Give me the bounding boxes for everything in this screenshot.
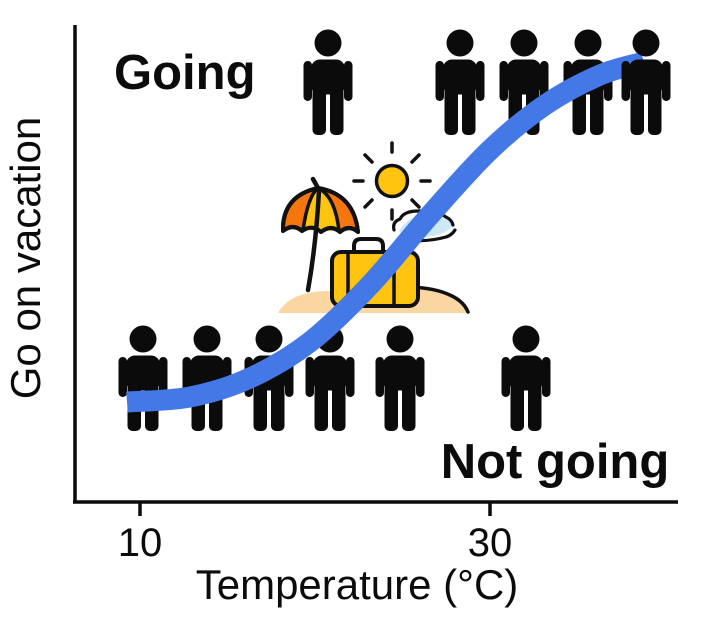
- person-icon: [435, 29, 485, 135]
- sun-icon: [352, 141, 432, 221]
- going-person-last: [621, 29, 671, 135]
- person-icon: [375, 325, 425, 431]
- person-icon: [621, 29, 671, 135]
- y-axis-label: Go on vacation: [2, 117, 49, 400]
- person-icon: [303, 29, 353, 135]
- person-icon: [118, 325, 168, 431]
- person-icon: [501, 325, 551, 431]
- x-tick-label-10: 10: [118, 521, 163, 565]
- x-axis-label: Temperature (°C): [196, 561, 519, 608]
- not-going-label: Not going: [441, 435, 670, 489]
- umbrella-pole: [305, 188, 322, 293]
- going-label: Going: [114, 46, 256, 100]
- x-tick-label-30: 30: [468, 521, 513, 565]
- beach-umbrella-icon: [280, 176, 360, 293]
- not-going-person-row: [118, 325, 551, 431]
- sigmoid-curve: [126, 51, 648, 413]
